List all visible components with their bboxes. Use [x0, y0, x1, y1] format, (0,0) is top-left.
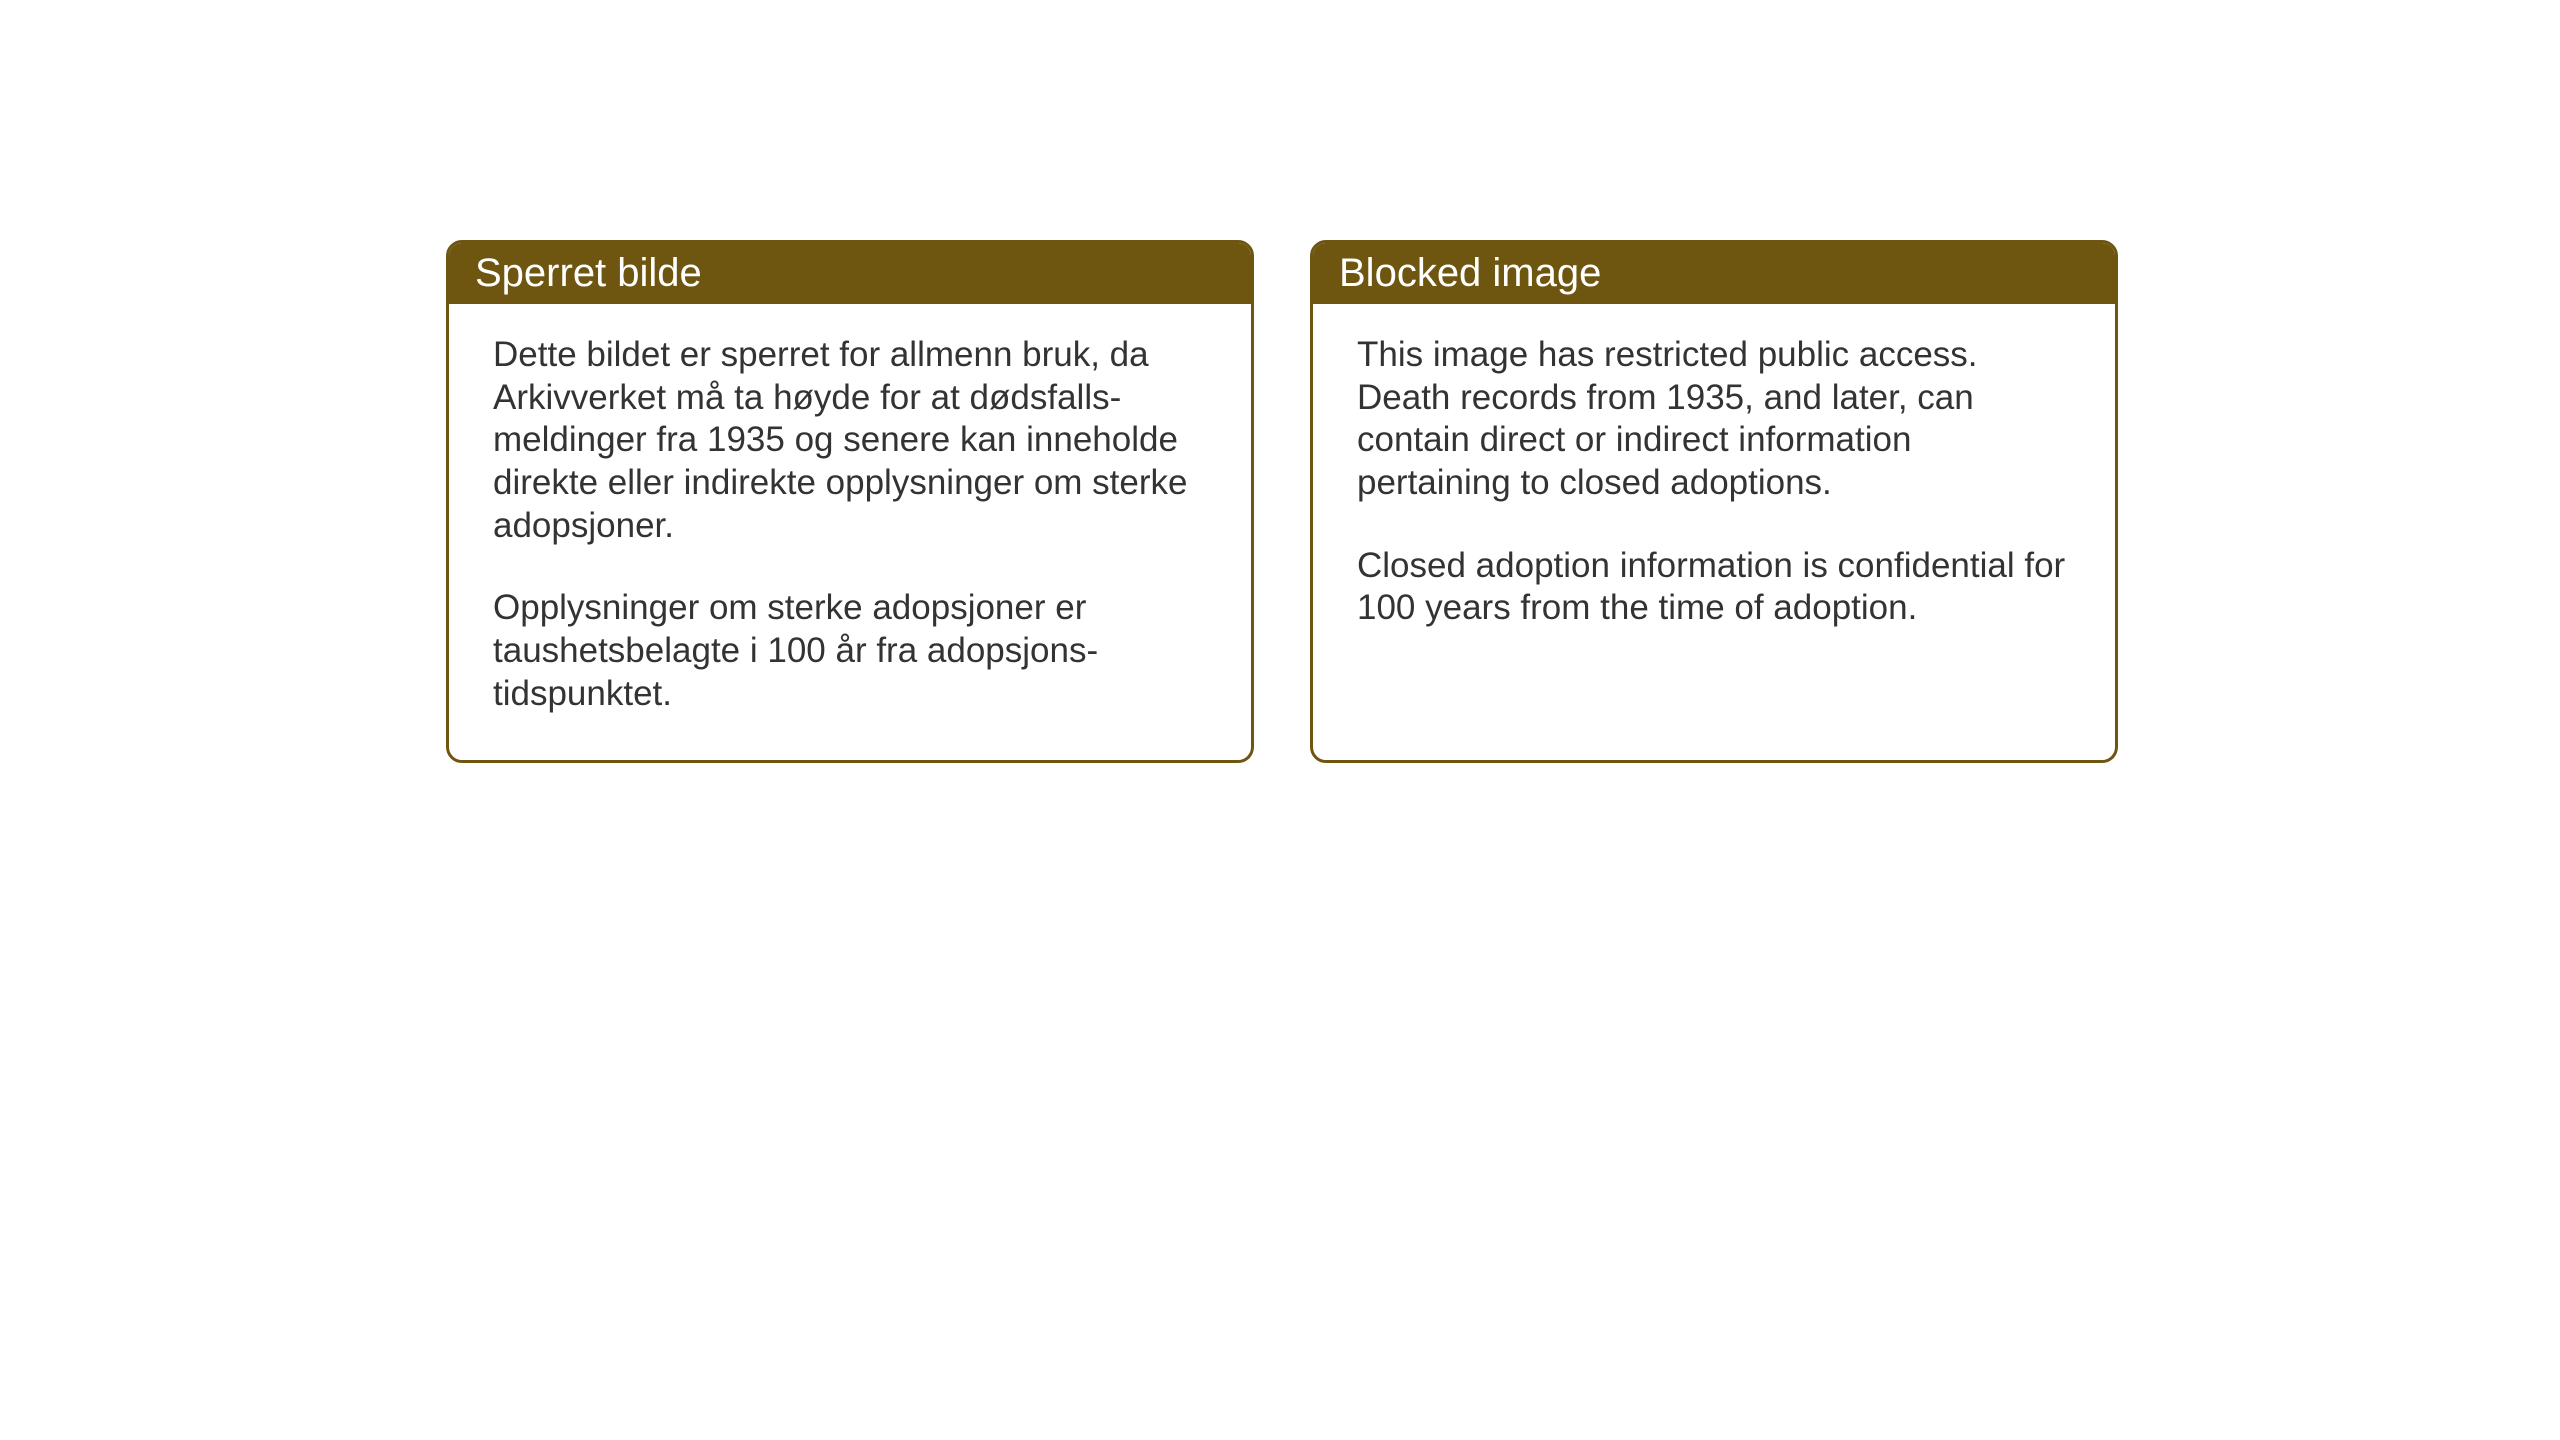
- english-paragraph-1: This image has restricted public access.…: [1357, 334, 2071, 505]
- norwegian-card-body: Dette bildet er sperret for allmenn bruk…: [449, 304, 1251, 760]
- english-card-body: This image has restricted public access.…: [1313, 304, 2115, 734]
- norwegian-card-title: Sperret bilde: [449, 243, 1251, 304]
- norwegian-paragraph-2: Opplysninger om sterke adopsjoner er tau…: [493, 587, 1207, 715]
- notice-container: Sperret bilde Dette bildet er sperret fo…: [446, 240, 2118, 763]
- english-paragraph-2: Closed adoption information is confident…: [1357, 545, 2071, 630]
- english-notice-card: Blocked image This image has restricted …: [1310, 240, 2118, 763]
- norwegian-paragraph-1: Dette bildet er sperret for allmenn bruk…: [493, 334, 1207, 547]
- norwegian-notice-card: Sperret bilde Dette bildet er sperret fo…: [446, 240, 1254, 763]
- english-card-title: Blocked image: [1313, 243, 2115, 304]
